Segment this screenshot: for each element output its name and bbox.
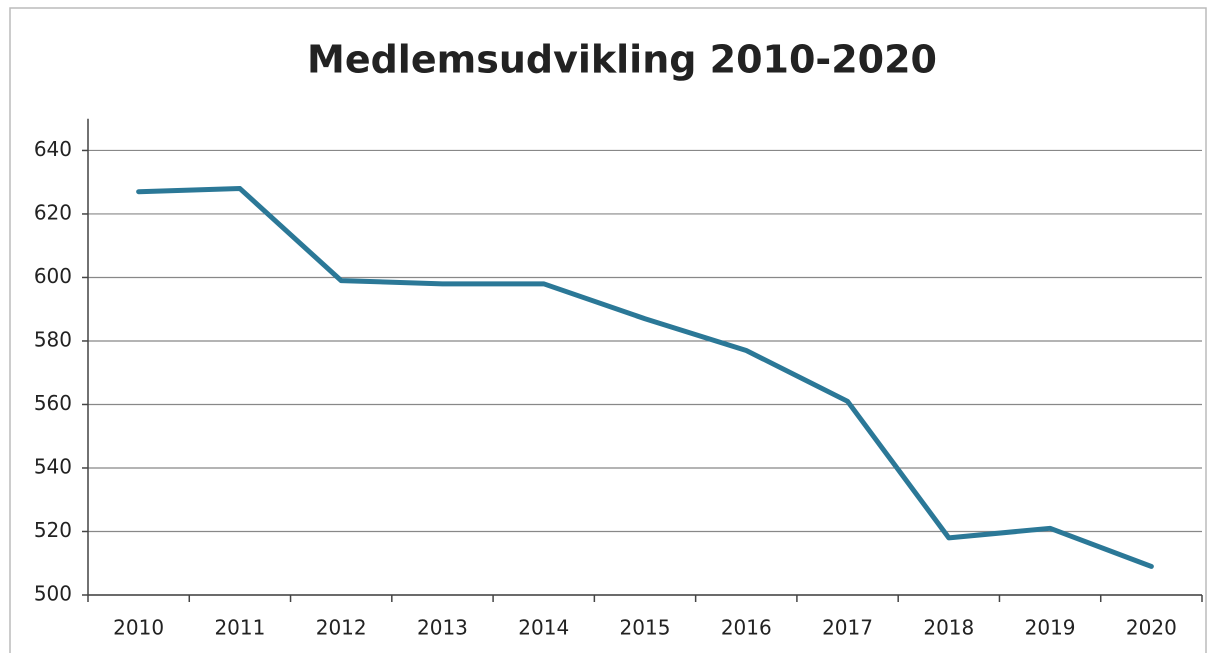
x-tick-label: 2012 <box>316 616 367 640</box>
x-tick-label: 2015 <box>620 616 671 640</box>
x-tick-label: 2013 <box>417 616 468 640</box>
x-tick-label: 2020 <box>1126 616 1177 640</box>
y-tick-label: 600 <box>34 264 72 288</box>
y-tick-label: 540 <box>34 454 72 478</box>
x-tick-label: 2010 <box>113 616 164 640</box>
y-tick-label: 620 <box>34 200 72 224</box>
y-tick-label: 640 <box>34 137 72 161</box>
x-tick-label: 2016 <box>721 616 772 640</box>
x-tick-label: 2018 <box>923 616 974 640</box>
x-tick-label: 2017 <box>822 616 873 640</box>
y-tick-label: 500 <box>34 582 72 606</box>
chart-frame <box>9 7 1207 653</box>
chart-title: Medlemsudvikling 2010-2020 <box>307 38 937 82</box>
data-line <box>136 186 1154 569</box>
y-tick-label: 560 <box>34 391 72 415</box>
x-tick-label: 2019 <box>1025 616 1076 640</box>
x-tick-label: 2014 <box>518 616 569 640</box>
y-tick-label: 520 <box>34 518 72 542</box>
y-tick-label: 580 <box>34 327 72 351</box>
x-tick-label: 2011 <box>214 616 265 640</box>
